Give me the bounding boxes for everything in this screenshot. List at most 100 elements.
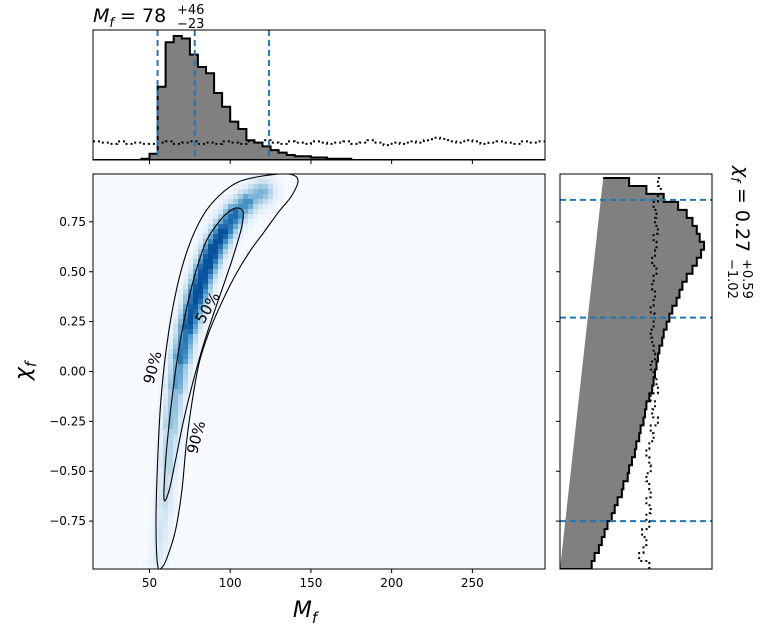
density-cell	[173, 429, 179, 435]
density-cell	[173, 374, 179, 380]
density-cell	[213, 254, 219, 260]
density-cell	[168, 484, 174, 490]
density-cell	[218, 279, 224, 285]
density-cell	[168, 419, 174, 425]
density-cell	[178, 384, 184, 390]
density-cell	[183, 344, 189, 350]
density-cell	[168, 414, 174, 420]
density-cell	[248, 194, 254, 200]
density-cell	[218, 269, 224, 275]
density-cell	[188, 359, 194, 365]
density-cell	[253, 199, 259, 205]
density-cell	[158, 564, 164, 569]
density-cell	[158, 539, 164, 545]
density-cell	[228, 214, 234, 220]
density-cell	[248, 174, 254, 180]
density-cell	[203, 224, 209, 230]
density-cell	[163, 414, 169, 420]
density-cell	[193, 374, 199, 380]
density-cell	[208, 229, 214, 235]
density-cell	[248, 209, 254, 215]
density-cell	[158, 424, 164, 430]
density-cell	[183, 369, 189, 375]
density-cell	[178, 359, 184, 365]
density-cell	[198, 349, 204, 355]
density-cell	[153, 444, 159, 450]
density-cell	[163, 474, 169, 480]
density-cell	[158, 554, 164, 560]
density-cell	[178, 454, 184, 460]
density-cell	[148, 499, 154, 505]
density-cell	[228, 259, 234, 265]
density-cell	[163, 539, 169, 545]
density-cell	[193, 264, 199, 270]
density-cell	[223, 194, 229, 200]
density-cell	[183, 259, 189, 265]
density-cell	[203, 264, 209, 270]
density-cell	[198, 294, 204, 300]
density-cell	[193, 289, 199, 295]
density-cell	[178, 329, 184, 335]
density-cell	[248, 184, 254, 190]
density-cell	[163, 509, 169, 515]
density-cell	[188, 394, 194, 400]
density-cell	[178, 404, 184, 410]
density-cell	[188, 369, 194, 375]
density-cell	[223, 269, 229, 275]
density-cell	[233, 234, 239, 240]
density-cell	[228, 189, 234, 195]
density-cell	[158, 419, 164, 425]
density-cell	[243, 229, 249, 235]
density-cell	[188, 384, 194, 390]
density-cell	[168, 524, 174, 530]
density-cell	[163, 399, 169, 405]
density-cell	[158, 509, 164, 515]
density-cell	[243, 179, 249, 185]
density-cell	[173, 494, 179, 500]
density-cell	[163, 544, 169, 550]
density-cell	[173, 519, 179, 525]
density-cell	[203, 219, 209, 225]
density-cell	[228, 229, 234, 235]
density-cell	[153, 439, 159, 445]
density-cell	[173, 324, 179, 330]
density-cell	[168, 394, 174, 400]
density-cell	[148, 514, 154, 520]
density-cell	[168, 329, 174, 335]
density-cell	[163, 439, 169, 445]
density-cell	[158, 529, 164, 535]
density-cell	[243, 234, 249, 240]
density-cell	[213, 289, 219, 295]
density-cell	[168, 489, 174, 495]
density-cell	[178, 299, 184, 305]
density-cell	[203, 314, 209, 320]
density-cell	[178, 309, 184, 315]
density-cell	[228, 239, 234, 245]
density-cell	[158, 459, 164, 465]
density-cell	[163, 484, 169, 490]
density-cell	[278, 179, 284, 185]
density-cell	[168, 529, 174, 535]
density-cell	[193, 299, 199, 305]
density-cell	[158, 474, 164, 480]
density-cell	[173, 334, 179, 340]
density-cell	[188, 299, 194, 305]
density-cell	[183, 324, 189, 330]
density-cell	[193, 359, 199, 365]
density-cell	[163, 434, 169, 440]
density-cell	[233, 204, 239, 210]
density-cell	[203, 294, 209, 300]
density-cell	[183, 404, 189, 410]
density-cell	[168, 439, 174, 445]
density-cell	[163, 494, 169, 500]
density-cell	[218, 209, 224, 215]
density-cell	[183, 389, 189, 395]
density-cell	[213, 299, 219, 305]
density-cell	[233, 189, 239, 195]
density-cell	[253, 184, 259, 190]
density-cell	[163, 344, 169, 350]
density-cell	[163, 489, 169, 495]
density-cell	[243, 174, 249, 180]
density-cell	[218, 224, 224, 230]
density-cell	[163, 394, 169, 400]
